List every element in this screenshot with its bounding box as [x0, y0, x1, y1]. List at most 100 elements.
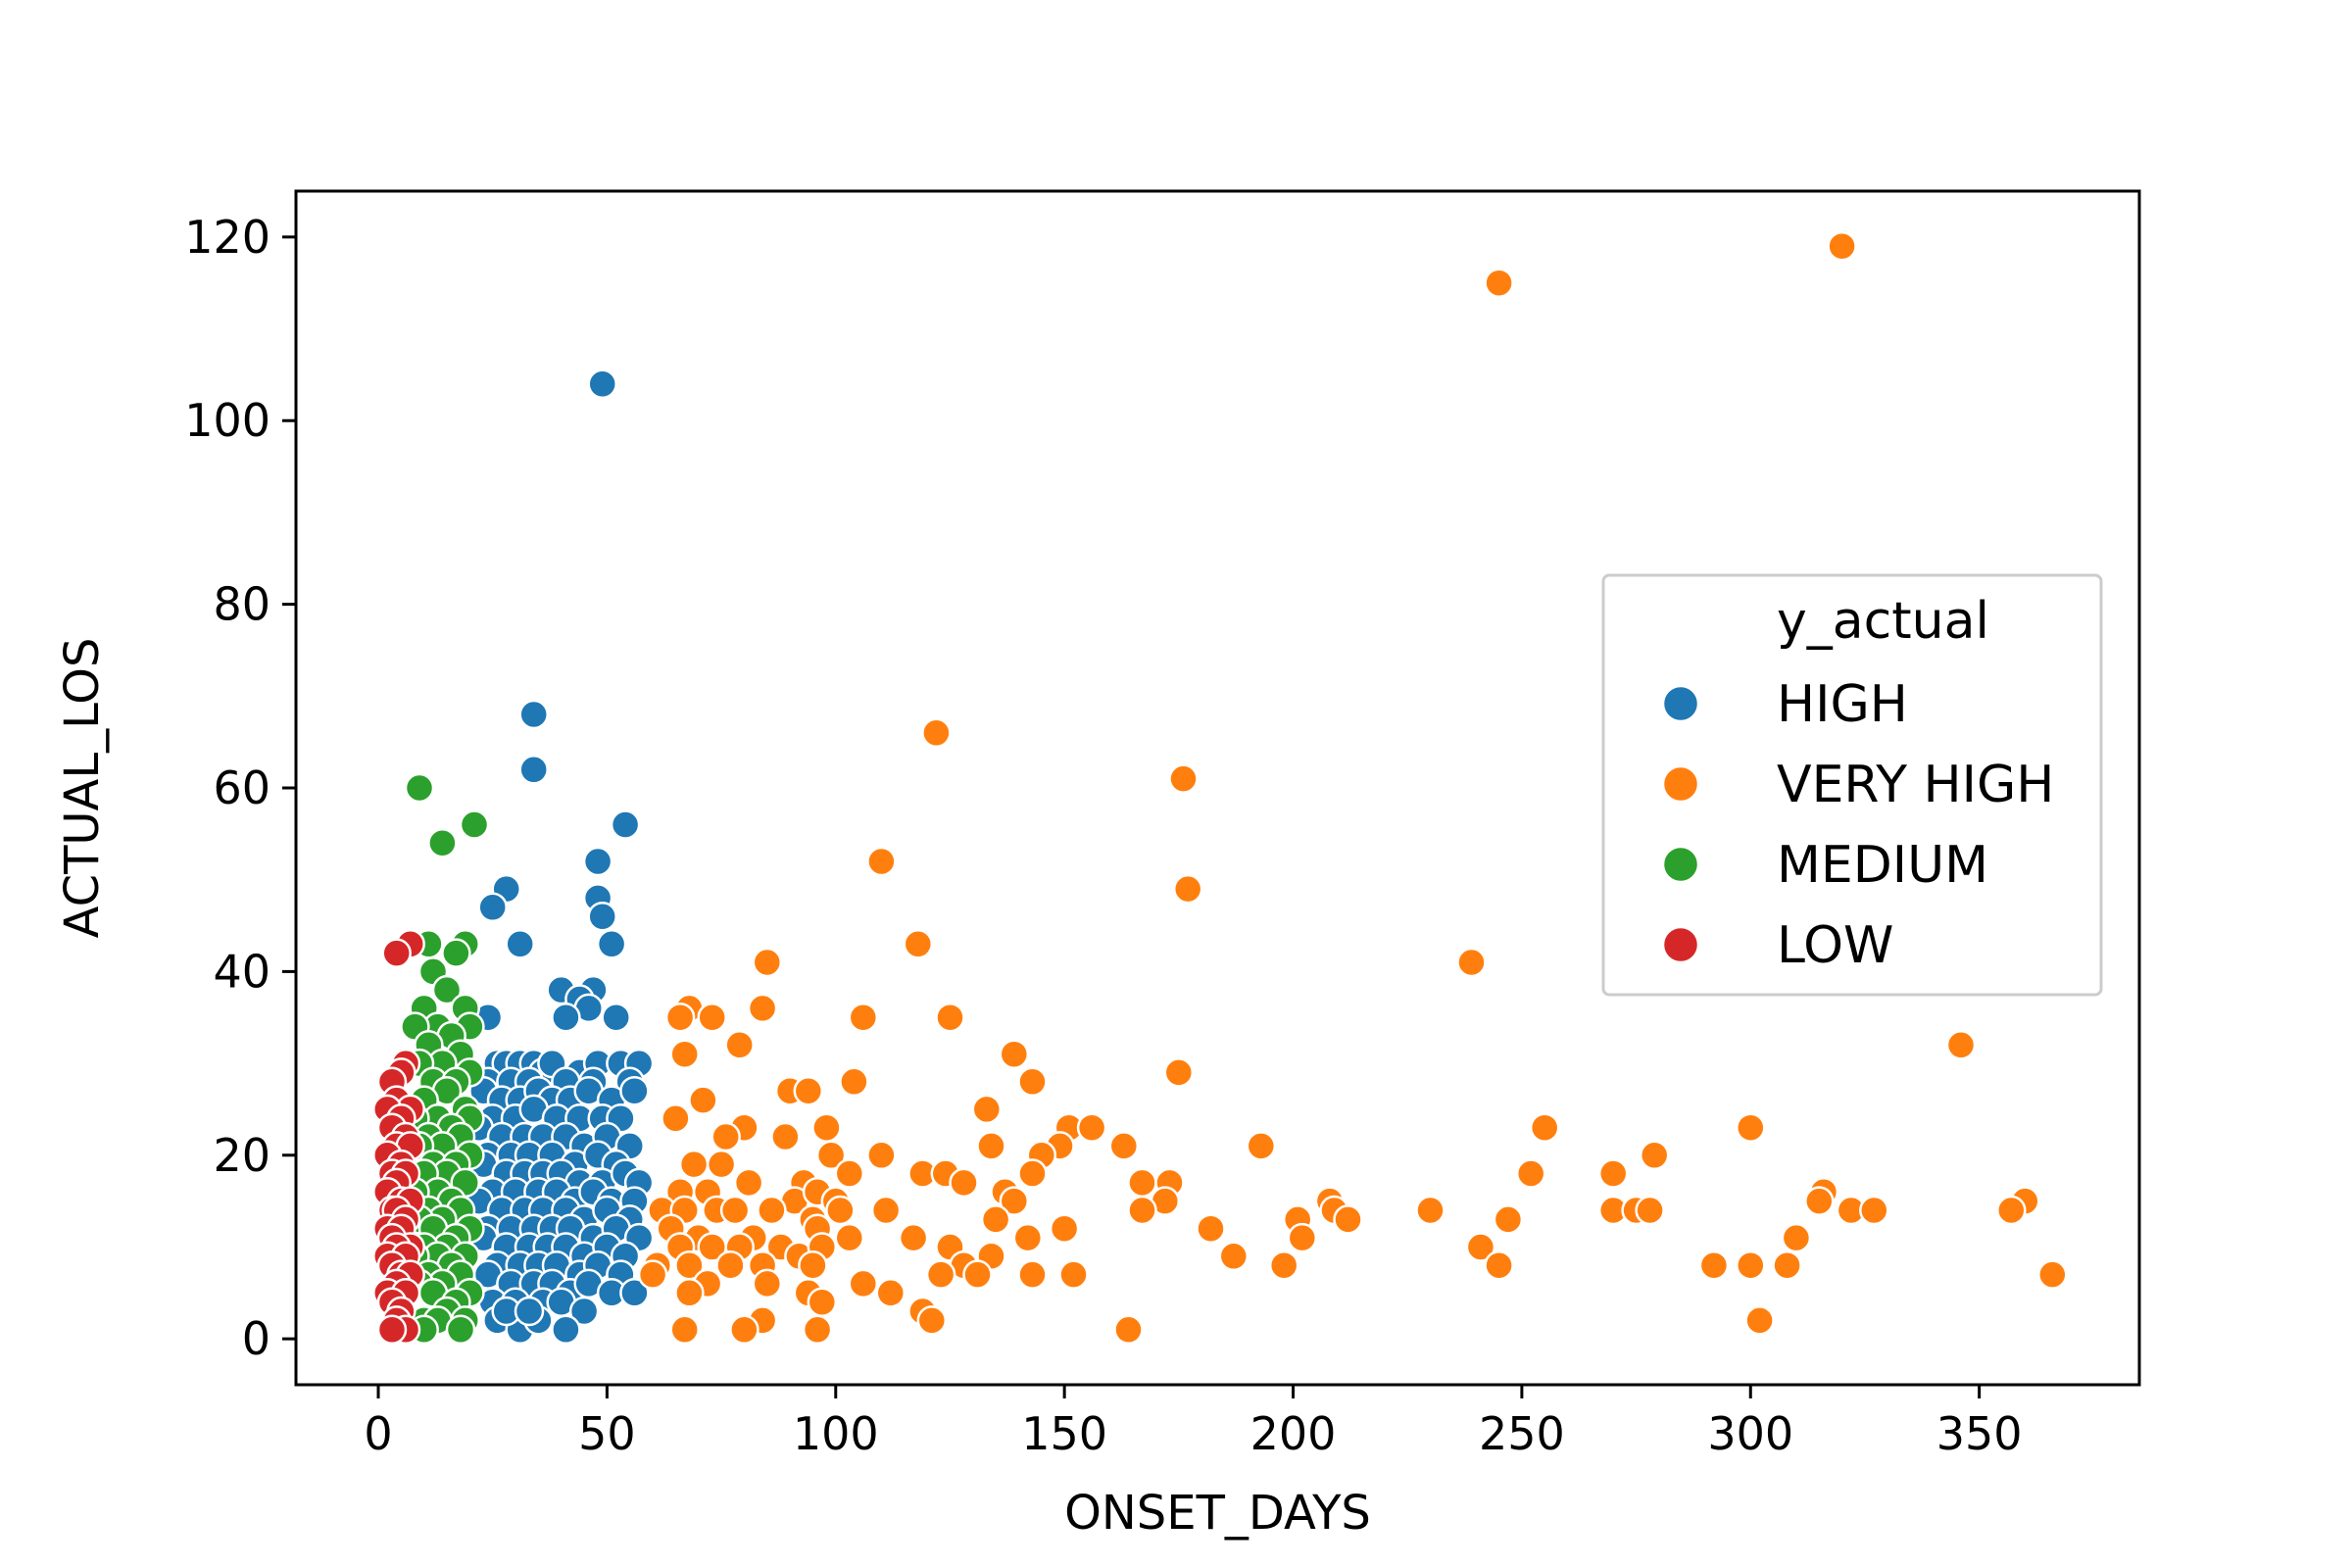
- points-layer: [372, 230, 2068, 1346]
- legend-label-very-high: VERY HIGH: [1777, 756, 2054, 814]
- y-tick-label: 100: [184, 394, 270, 447]
- data-point-very-high: [1484, 1250, 1514, 1281]
- data-point-very-high: [747, 993, 778, 1024]
- data-point-very-high: [1108, 1131, 1140, 1161]
- data-point-very-high: [1058, 1259, 1089, 1290]
- data-point-very-high: [925, 1259, 956, 1290]
- x-tick-label: 100: [793, 1407, 879, 1460]
- data-point-medium: [431, 974, 463, 1005]
- data-point-high: [610, 809, 641, 840]
- data-point-very-high: [793, 1075, 824, 1106]
- data-point-high: [587, 901, 617, 932]
- data-point-medium: [441, 938, 471, 968]
- data-point-high: [619, 1075, 650, 1106]
- data-point-very-high: [1172, 873, 1203, 905]
- data-point-very-high: [1049, 1213, 1080, 1244]
- data-point-very-high: [935, 1002, 965, 1033]
- data-point-very-high: [1827, 230, 1857, 262]
- data-point-very-high: [916, 1305, 948, 1336]
- legend-box: [1601, 573, 2103, 997]
- data-point-very-high: [637, 1259, 668, 1290]
- data-point-very-high: [664, 1002, 696, 1033]
- legend-label-low: LOW: [1777, 916, 1893, 975]
- data-point-very-high: [1744, 1305, 1775, 1336]
- legend-marker-low: [1661, 925, 1700, 964]
- data-point-high: [601, 1002, 631, 1033]
- data-point-medium: [445, 1314, 476, 1346]
- data-point-very-high: [980, 1204, 1011, 1235]
- data-point-very-high: [866, 846, 897, 877]
- data-point-high: [587, 368, 617, 400]
- data-point-high: [551, 1002, 581, 1033]
- y-tick-label: 20: [213, 1129, 270, 1182]
- data-point-very-high: [962, 1259, 993, 1290]
- legend-label-medium: MEDIUM: [1777, 836, 1988, 895]
- data-point-high: [619, 1278, 650, 1308]
- data-point-medium: [427, 827, 458, 858]
- data-point-very-high: [1945, 1030, 1977, 1060]
- data-point-very-high: [825, 1195, 856, 1226]
- data-point-very-high: [1456, 947, 1487, 978]
- data-point-very-high: [1859, 1195, 1889, 1226]
- data-point-very-high: [1113, 1314, 1144, 1346]
- data-point-very-high: [729, 1314, 760, 1346]
- data-point-very-high: [1415, 1195, 1446, 1226]
- data-point-very-high: [1804, 1186, 1835, 1216]
- data-point-very-high: [971, 1094, 1003, 1125]
- data-point-very-high: [1639, 1140, 1670, 1171]
- data-point-very-high: [848, 1268, 879, 1299]
- data-point-very-high: [724, 1030, 755, 1060]
- data-point-very-high: [770, 1121, 801, 1152]
- data-point-high: [518, 699, 549, 730]
- data-point-very-high: [752, 947, 783, 978]
- data-point-very-high: [976, 1131, 1006, 1161]
- legend-marker-medium: [1661, 845, 1700, 884]
- data-point-very-high: [1529, 1112, 1560, 1143]
- data-point-very-high: [999, 1186, 1030, 1216]
- data-point-very-high: [710, 1121, 741, 1152]
- data-point-very-high: [839, 1066, 869, 1098]
- data-point-very-high: [688, 1085, 718, 1115]
- data-point-very-high: [1017, 1158, 1048, 1189]
- x-tick-label: 200: [1250, 1407, 1337, 1460]
- x-tick-label: 350: [1936, 1407, 2023, 1460]
- legend-title: y_actual: [1777, 592, 1989, 651]
- data-point-very-high: [875, 1278, 906, 1308]
- data-point-high: [505, 929, 535, 959]
- y-tick-label: 120: [184, 211, 270, 264]
- data-point-very-high: [1698, 1250, 1730, 1281]
- data-point-very-high: [1076, 1112, 1107, 1143]
- x-tick-label: 300: [1707, 1407, 1793, 1460]
- legend: y_actual HIGH VERY HIGH MEDIUM LOW: [1601, 573, 2103, 997]
- data-point-very-high: [752, 1268, 783, 1299]
- data-point-very-high: [807, 1287, 838, 1317]
- x-tick-label: 150: [1021, 1407, 1107, 1460]
- data-point-very-high: [706, 1149, 737, 1180]
- data-point-high: [568, 1296, 600, 1327]
- data-point-very-high: [1127, 1167, 1157, 1199]
- y-tick-label: 60: [213, 761, 270, 814]
- data-point-very-high: [921, 717, 952, 749]
- legend-marker-very-high: [1661, 764, 1700, 804]
- data-point-very-high: [661, 1103, 691, 1134]
- data-point-very-high: [834, 1222, 865, 1253]
- data-point-very-high: [1017, 1066, 1048, 1098]
- data-point-very-high: [999, 1039, 1030, 1069]
- data-point-very-high: [1012, 1222, 1044, 1253]
- data-point-high: [582, 846, 613, 877]
- data-point-high: [514, 1296, 545, 1327]
- data-point-very-high: [757, 1195, 787, 1226]
- data-point-very-high: [674, 1278, 705, 1308]
- data-point-very-high: [1515, 1158, 1546, 1189]
- data-point-low: [381, 938, 412, 968]
- data-point-very-high: [733, 1167, 764, 1199]
- data-point-very-high: [1127, 1195, 1157, 1226]
- y-axis: 0 20 40 60 80 100 120: [184, 211, 296, 1365]
- y-tick-label: 40: [213, 945, 270, 998]
- data-point-very-high: [815, 1140, 847, 1171]
- data-point-very-high: [1163, 1057, 1195, 1088]
- data-point-high: [518, 755, 549, 785]
- data-point-very-high: [697, 1002, 727, 1033]
- data-point-very-high: [1268, 1250, 1299, 1281]
